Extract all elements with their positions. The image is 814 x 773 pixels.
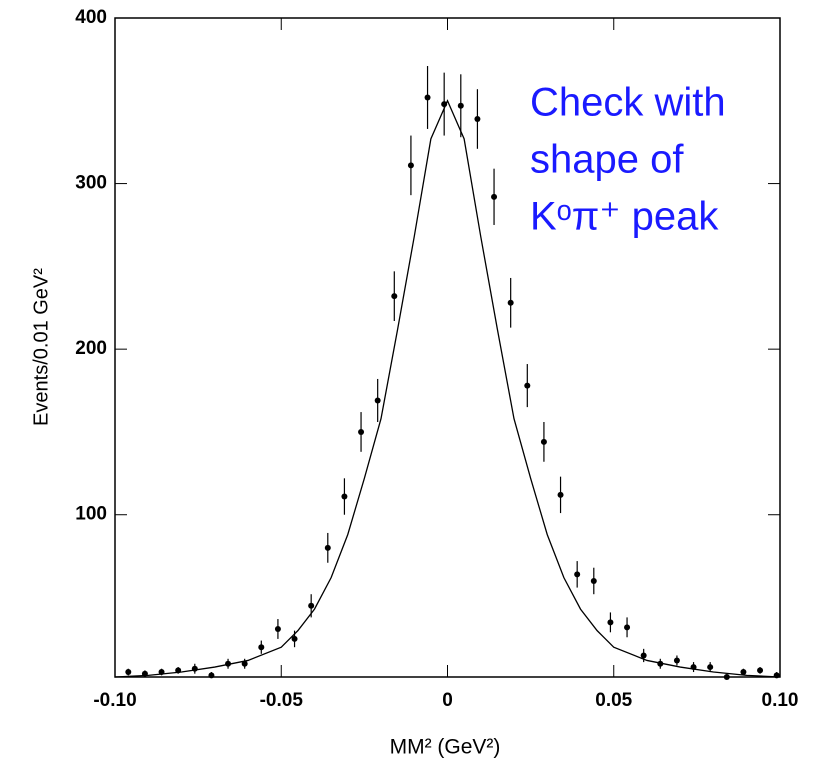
data-point	[524, 382, 531, 389]
data-point	[773, 672, 780, 679]
annotation: Check with shape of Kᵒπ⁺ peak	[530, 81, 726, 239]
data-point	[391, 293, 398, 300]
data-point	[624, 624, 631, 631]
data-point	[474, 116, 481, 123]
data-point	[673, 657, 680, 664]
data-point	[507, 299, 514, 306]
x-tick-label: -0.05	[260, 690, 304, 711]
y-tick-label: 300	[75, 173, 107, 194]
data-point	[308, 602, 315, 609]
data-point	[657, 660, 664, 667]
data-point	[225, 660, 232, 667]
data-point	[291, 635, 298, 642]
y-tick-label: 200	[75, 338, 107, 359]
data-point	[574, 571, 581, 578]
data-point	[191, 665, 198, 672]
x-tick-label: 0.05	[595, 690, 632, 711]
data-point	[141, 670, 148, 677]
data-point	[175, 667, 182, 674]
data-point	[590, 577, 597, 584]
data-point	[707, 664, 714, 671]
data-point	[241, 660, 248, 667]
x-tick-label: -0.10	[93, 690, 136, 711]
fit-line	[114, 99, 781, 678]
x-axis-label: MM² (GeV²)	[390, 736, 501, 759]
data-point	[540, 438, 547, 445]
data-point	[374, 397, 381, 404]
y-tick-label: 100	[75, 504, 107, 525]
data-point	[757, 667, 764, 674]
annotation-line: Kᵒπ⁺ peak	[530, 195, 719, 239]
data-point	[158, 669, 165, 676]
data-point	[723, 674, 730, 680]
data-point	[324, 544, 331, 551]
data-point	[640, 652, 647, 659]
data-point	[424, 94, 431, 101]
data-point	[441, 101, 448, 108]
y-axis-label: Events/0.01 GeV²	[30, 268, 52, 426]
data-point	[607, 619, 614, 626]
data-point	[358, 428, 365, 435]
data-point	[208, 672, 215, 679]
data-point	[457, 102, 464, 109]
data-point	[740, 669, 747, 676]
x-tick-label: 0	[442, 690, 453, 711]
data-point	[557, 491, 564, 498]
data-point	[258, 644, 265, 651]
data-point	[491, 193, 498, 200]
data-point	[274, 625, 281, 632]
annotation-line: shape of	[530, 138, 684, 182]
data-point	[407, 162, 414, 169]
y-tick-label: 400	[75, 7, 107, 28]
annotation-line: Check with	[530, 81, 726, 125]
x-tick-label: 0.10	[762, 690, 799, 711]
data-point	[690, 664, 697, 671]
data-point	[341, 493, 348, 500]
data-point	[125, 669, 132, 676]
